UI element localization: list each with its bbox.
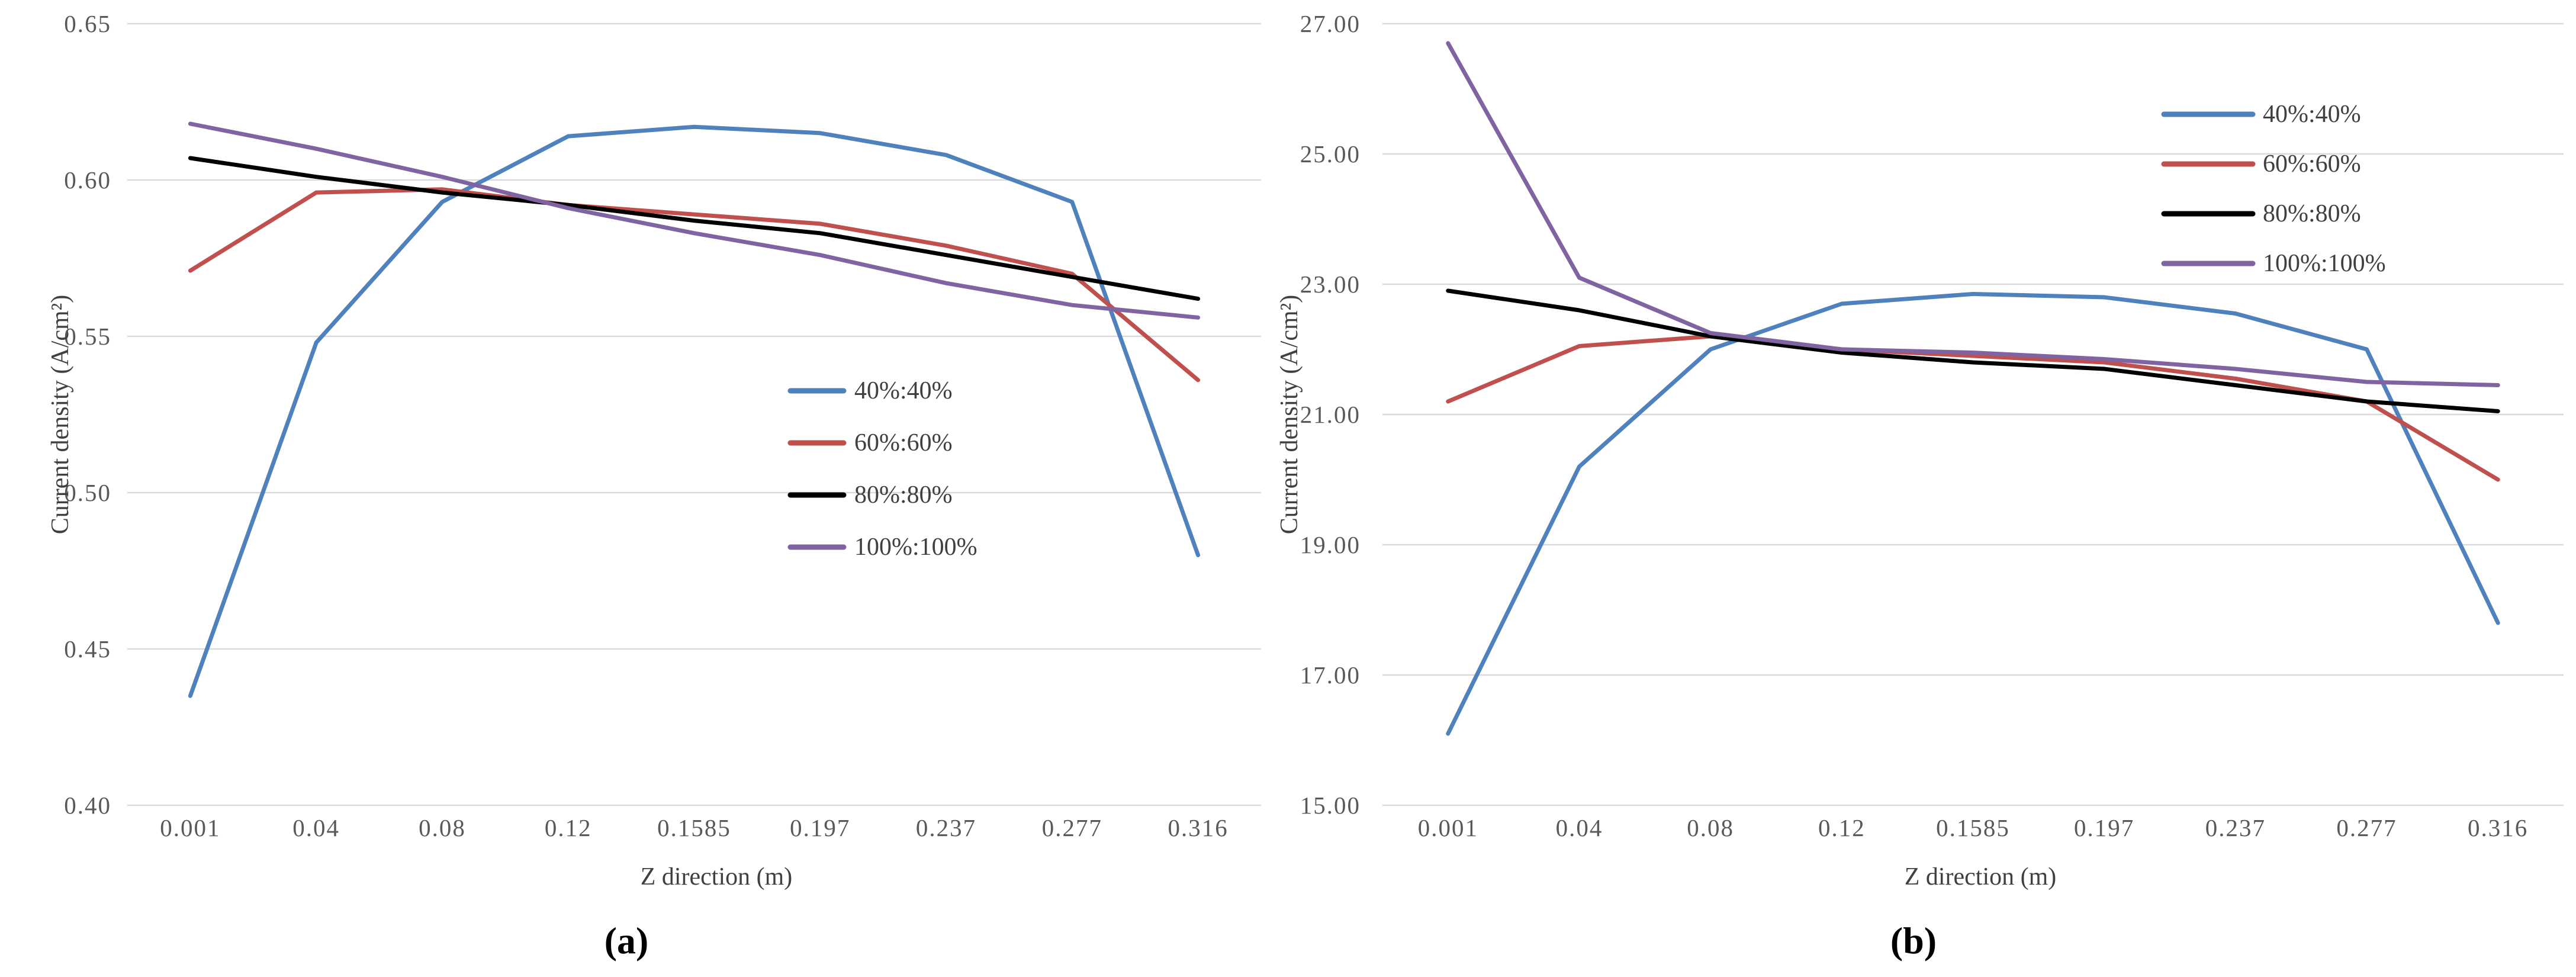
y-tick-label: 0.50 [64, 479, 111, 506]
legend-label: 100%:100% [2263, 250, 2386, 277]
series-line-100-100 [1446, 41, 2500, 387]
x-tick-label: 0.277 [1042, 814, 1102, 841]
chart-b: 27.00 25.00 23.00 21.00 19.00 17.00 15.00 0.001… [1300, 10, 2564, 841]
x-tick-label: 0.08 [1687, 814, 1734, 841]
x-tick-label: 0.04 [1556, 814, 1603, 841]
series-line-40-40 [188, 124, 1201, 698]
x-tick-label: 0.1585 [1936, 814, 2010, 841]
series-line-80-80 [1446, 288, 2500, 413]
legend-label: 40%:40% [2263, 101, 2361, 128]
legend-item: 80%:80% [787, 481, 953, 509]
legend-item: 60%:60% [787, 429, 953, 457]
x-tick-label: 0.277 [2336, 814, 2397, 841]
legend-item: 60%:60% [2161, 150, 2361, 178]
x-tick-label: 0.001 [160, 814, 220, 841]
legend-label: 40%:40% [854, 377, 953, 404]
y-tick-label: 19.00 [1300, 531, 1361, 558]
legend-label: 60%:60% [854, 429, 953, 457]
legend-label: 100%:100% [854, 534, 977, 561]
x-tick-label: 0.197 [790, 814, 850, 841]
x-tick-label: 0.237 [916, 814, 976, 841]
legend-item: 100%:100% [2161, 250, 2386, 277]
legend-label: 80%:80% [854, 481, 953, 509]
chart-caption-a: (a) [604, 920, 649, 962]
y-axis-title-a: Current density (A/cm²) [47, 294, 74, 535]
x-tick-label: 0.04 [292, 814, 340, 841]
series-line-60-60 [188, 187, 1201, 383]
y-tick-label: 25.00 [1300, 140, 1361, 168]
x-tick-label: 0.001 [1418, 814, 1478, 841]
x-tick-label: 0.12 [1818, 814, 1866, 841]
x-tick-label: 0.316 [2468, 814, 2528, 841]
legend-item: 40%:40% [2161, 101, 2361, 128]
y-tick-label: 21.00 [1300, 401, 1361, 428]
x-tick-label: 0.197 [2074, 814, 2134, 841]
x-tick-label: 0.12 [545, 814, 592, 841]
x-tick-label: 0.316 [1168, 814, 1228, 841]
series-line-40-40 [1446, 292, 2500, 736]
legend-label: 80%:80% [2263, 200, 2361, 227]
y-axis-title-b: Current density (A/cm²) [1276, 294, 1303, 535]
y-tick-label: 0.65 [64, 10, 111, 37]
y-tick-label: 0.45 [64, 635, 111, 663]
y-tick-label: 27.00 [1300, 10, 1361, 37]
x-tick-label: 0.08 [419, 814, 466, 841]
legend-label: 60%:60% [2263, 150, 2361, 178]
x-axis-title-a: Z direction (m) [640, 863, 793, 891]
chart-caption-b: (b) [1890, 920, 1937, 962]
legend-item: 40%:40% [787, 377, 953, 404]
y-tick-label: 23.00 [1300, 271, 1361, 298]
y-tick-label: 15.00 [1300, 792, 1361, 819]
x-tick-label: 0.1585 [657, 814, 731, 841]
legend-item: 100%:100% [787, 534, 977, 561]
y-tick-label: 0.40 [64, 792, 111, 819]
series-line-60-60 [1446, 334, 2500, 482]
y-tick-label: 0.55 [64, 323, 111, 350]
chart-a: 0.65 0.60 0.55 0.50 0.45 0.40 0.001 0.04 0.08 0.1… [64, 10, 1261, 841]
series-line-80-80 [188, 156, 1201, 301]
y-tick-label: 0.60 [64, 166, 111, 194]
y-tick-label: 17.00 [1300, 661, 1361, 689]
series-line-100-100 [188, 121, 1201, 320]
x-tick-label: 0.237 [2205, 814, 2266, 841]
x-axis-title-b: Z direction (m) [1904, 863, 2057, 891]
legend-item: 80%:80% [2161, 200, 2361, 227]
